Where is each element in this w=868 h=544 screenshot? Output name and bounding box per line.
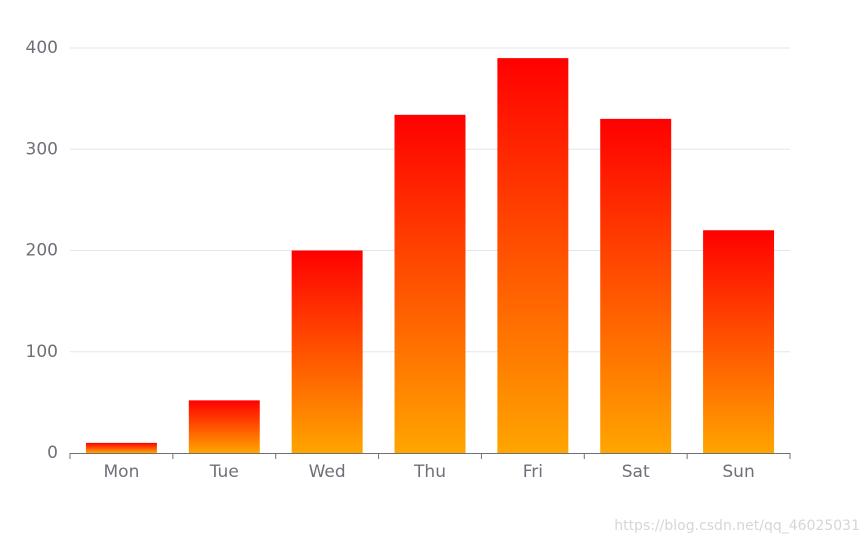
x-tick-label: Thu — [413, 462, 446, 482]
x-tick-label: Sat — [622, 462, 650, 482]
bar — [85, 442, 157, 453]
bar — [497, 58, 569, 453]
x-tick-label: Wed — [309, 462, 346, 482]
y-tick-label: 100 — [26, 342, 58, 362]
y-tick-label: 200 — [26, 241, 58, 261]
x-tick-label: Tue — [209, 462, 239, 482]
x-tick-label: Mon — [104, 462, 140, 482]
bar — [703, 230, 775, 453]
bar — [394, 114, 466, 453]
bar — [600, 118, 672, 453]
y-tick-label: 400 — [26, 38, 58, 58]
bar — [291, 250, 363, 453]
bar — [188, 400, 260, 453]
x-tick-label: Fri — [523, 462, 543, 482]
y-tick-label: 0 — [47, 443, 58, 463]
x-tick-label: Sun — [722, 462, 754, 482]
watermark: https://blog.csdn.net/qq_46025031 — [614, 518, 860, 534]
y-tick-label: 300 — [26, 139, 58, 159]
